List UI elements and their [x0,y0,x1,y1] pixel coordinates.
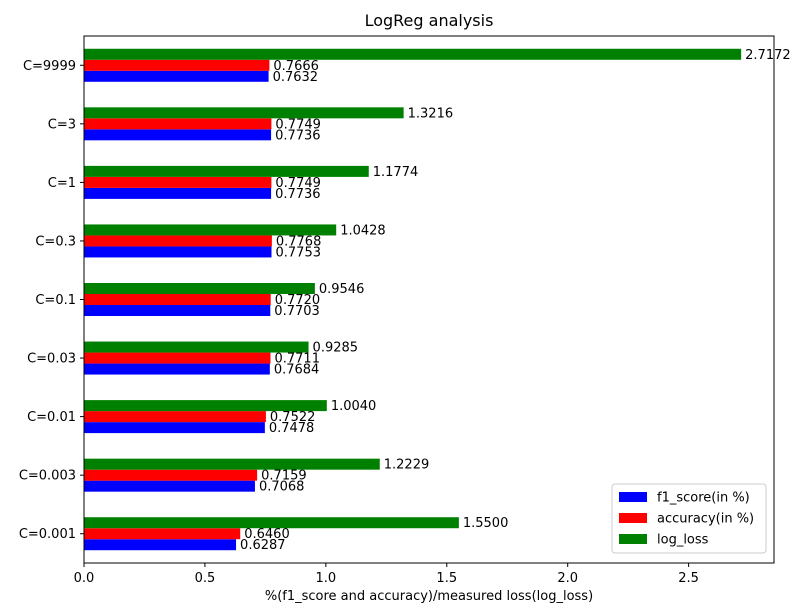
y-axis: C=0.001 C=0.003 C=0.01 C=0.03 C=0.1 C=0.3 C=1 C… [19,59,84,542]
legend: f1_score(in %) accuracy(in %) log_loss [611,483,767,554]
bar-accuracy-in- [84,59,270,71]
bar-accuracy-in- [84,469,258,481]
x-tick-label: 0.0 [74,571,95,586]
data-label: 0.7736 [275,128,321,143]
data-label: 0.7753 [276,245,322,260]
bar-log-loss [84,283,315,294]
legend-swatch [619,534,647,544]
bar-log-loss [84,224,337,236]
bar-log-loss [84,400,327,412]
y-tick-label: C=0.1 [35,293,76,308]
y-tick-label: C=1 [48,176,76,191]
legend-swatch [619,492,647,502]
data-label: 0.6287 [240,538,285,553]
y-tick-label: C=0.01 [27,410,76,425]
x-axis: 0.0 0.5 1.0 1.5 2.0 2.5 [74,563,699,586]
legend-label: f1_score(in %) [657,491,750,506]
bars-layer [84,48,742,551]
x-tick-label: 0.5 [195,571,216,586]
bar-log-loss [84,165,369,177]
x-tick-label: 1.0 [316,571,337,586]
x-axis-label: %(f1_score and accuracy)/measured loss(l… [265,589,593,604]
data-label: 0.7478 [269,421,315,436]
bar-accuracy-in- [84,176,272,188]
data-label: 0.9546 [319,282,365,297]
bar-f1-score-in- [84,305,271,316]
data-label: 0.7068 [259,480,305,495]
bar-accuracy-in- [84,235,272,247]
y-tick-label: C=0.003 [19,469,76,484]
bar-f1-score-in- [84,187,272,199]
bar-accuracy-in- [84,118,272,130]
data-label: 0.6460 [244,527,290,542]
legend-box [611,483,767,554]
data-label: 1.5500 [463,516,509,531]
legend-swatch [619,513,647,523]
y-tick-label: C=0.3 [35,234,76,249]
bar-accuracy-in- [84,352,271,364]
y-tick-label: C=9999 [23,59,76,74]
bar-f1-score-in- [84,129,272,141]
data-label: 0.9285 [313,341,359,356]
chart-title: LogReg analysis [365,11,494,30]
data-label: 0.7711 [274,352,320,367]
bar-log-loss [84,341,309,353]
legend-label: accuracy(in %) [657,512,754,527]
bar-f1-score-in- [84,363,270,375]
bar-accuracy-in- [84,411,266,423]
bar-log-loss [84,458,380,470]
data-label: 0.7749 [275,176,321,191]
data-label: 1.3216 [408,106,454,121]
bar-f1-score-in- [84,480,255,492]
data-label: 0.7768 [276,234,322,249]
data-label: 1.0040 [331,399,377,414]
data-label: 1.2229 [384,458,430,473]
bar-f1-score-in- [84,422,265,434]
legend-label: log_loss [657,533,709,548]
bar-log-loss [84,48,742,60]
data-label: 0.7720 [275,293,321,308]
y-tick-label: C=0.001 [19,527,76,542]
y-tick-label: C=0.03 [27,352,76,367]
x-tick-label: 1.5 [436,571,457,586]
x-tick-label: 2.5 [678,571,699,586]
data-label: 0.7159 [261,469,307,484]
bar-log-loss [84,517,459,529]
bar-f1-score-in- [84,70,269,82]
bar-log-loss [84,107,404,119]
bar-f1-score-in- [84,539,237,551]
bar-accuracy-in- [84,294,271,305]
data-label: 0.7666 [273,59,319,74]
bar-f1-score-in- [84,246,272,258]
data-label: 1.1774 [373,165,419,180]
data-label: 1.0428 [340,223,386,238]
data-label: 0.7703 [274,304,320,319]
y-tick-label: C=3 [48,117,76,132]
data-label: 0.7632 [273,70,319,85]
data-label: 0.7736 [275,187,321,202]
data-label: 0.7522 [270,410,316,425]
data-label: 0.7749 [275,117,321,132]
bar-accuracy-in- [84,528,241,540]
data-label: 2.7172 [745,48,791,63]
data-label: 0.7684 [274,363,320,378]
x-tick-label: 2.0 [557,571,578,586]
